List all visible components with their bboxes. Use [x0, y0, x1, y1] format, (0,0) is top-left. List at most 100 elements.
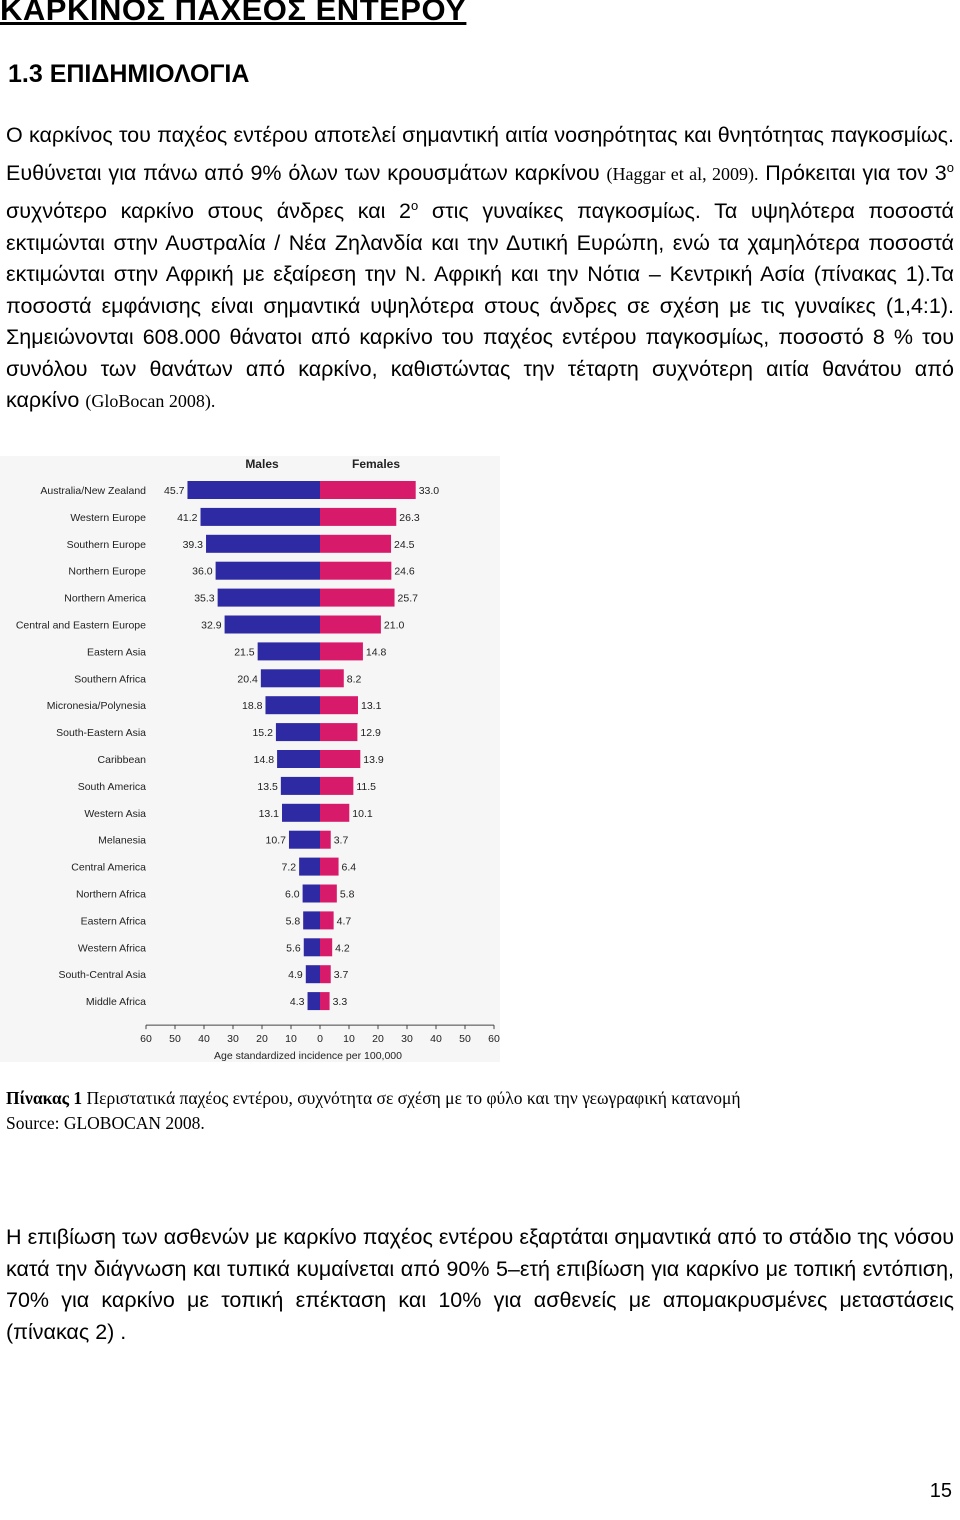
data-label-females: 24.6: [394, 566, 415, 578]
data-label-males: 5.8: [286, 915, 301, 927]
paragraph-text: Πρόκειται για τον 3: [758, 160, 947, 185]
data-label-females: 14.8: [366, 646, 387, 658]
data-label-females: 5.8: [340, 889, 355, 901]
bar-males: [288, 830, 320, 849]
x-tick-label: 40: [430, 1033, 442, 1045]
x-tick-label: 0: [317, 1033, 323, 1045]
data-label-females: 11.5: [356, 781, 376, 793]
bar-males: [282, 803, 320, 822]
bar-males: [307, 992, 320, 1011]
category-label: Western Africa: [78, 942, 146, 954]
x-axis-title: Age standardized incidence per 100,000: [214, 1050, 402, 1062]
bar-males: [187, 481, 320, 499]
category-label: Northern Europe: [68, 566, 146, 578]
category-label: Eastern Africa: [81, 915, 147, 927]
bar-females: [320, 642, 363, 661]
data-label-females: 3.7: [334, 969, 349, 981]
paragraph-text: Ο καρκίνος του παχέος εντέρου αποτελεί σ…: [6, 123, 954, 185]
category-label: Eastern Asia: [87, 646, 146, 658]
data-label-males: 39.3: [183, 539, 204, 551]
category-label: Melanesia: [98, 835, 146, 847]
bar-males: [303, 911, 320, 930]
category-label: South America: [78, 781, 146, 793]
data-label-females: 4.7: [337, 915, 352, 927]
page-number: 15: [929, 1480, 952, 1502]
data-label-females: 3.7: [334, 835, 349, 847]
citation: (Haggar et al, 2009).: [606, 163, 759, 184]
bar-males: [299, 857, 320, 876]
x-tick-label: 20: [372, 1033, 384, 1045]
category-label: Central America: [71, 862, 146, 874]
data-label-males: 32.9: [201, 620, 222, 632]
bar-males: [275, 723, 320, 742]
x-tick-label: 60: [140, 1033, 152, 1045]
data-label-females: 13.1: [361, 700, 382, 712]
x-tick-label: 50: [459, 1033, 471, 1045]
chapter-heading: ΚΑΡΚΙΝΟΣ ΠΑΧΕΟΣ ΕΝΤΕΡΟΥ: [0, 0, 467, 27]
x-tick-label: 10: [285, 1033, 297, 1045]
category-label: Australia/New Zealand: [40, 485, 146, 497]
ordinal-superscript: ο: [410, 198, 419, 214]
data-label-males: 45.7: [164, 485, 185, 497]
category-label: Middle Africa: [86, 996, 146, 1008]
bar-females: [320, 938, 333, 957]
survival-paragraph: Η επιβίωση των ασθενών με καρκίνο παχέος…: [6, 1225, 954, 1344]
bar-females: [320, 884, 337, 903]
bar-females: [320, 723, 358, 742]
bar-males: [302, 884, 320, 903]
x-tick-label: 50: [169, 1033, 181, 1045]
data-label-males: 6.0: [285, 889, 300, 901]
category-label: South-Central Asia: [58, 969, 146, 981]
bar-females: [320, 669, 344, 688]
bar-females: [320, 857, 339, 876]
data-label-females: 21.0: [384, 620, 405, 632]
bar-females: [320, 615, 381, 634]
data-label-males: 15.2: [252, 727, 273, 739]
data-label-females: 13.9: [363, 754, 384, 766]
x-tick-label: 10: [343, 1033, 355, 1045]
bar-females: [320, 965, 331, 984]
bar-males: [200, 507, 320, 526]
data-label-females: 24.5: [394, 539, 415, 551]
bar-females: [320, 750, 361, 768]
data-label-females: 33.0: [419, 485, 440, 497]
epidemiology-paragraph: Ο καρκίνος του παχέος εντέρου αποτελεί σ…: [6, 120, 954, 418]
bar-males: [215, 561, 320, 580]
bar-males: [265, 696, 320, 715]
bar-females: [320, 534, 392, 553]
data-label-males: 4.9: [288, 969, 303, 981]
bar-males: [206, 534, 320, 553]
category-label: Northern America: [64, 593, 146, 605]
bar-females: [320, 481, 416, 499]
bar-males: [260, 669, 320, 688]
bar-females: [320, 992, 330, 1011]
data-label-males: 21.5: [234, 646, 255, 658]
category-label: Caribbean: [98, 754, 147, 766]
bar-males: [217, 588, 320, 607]
ordinal-superscript: ο: [946, 159, 954, 175]
bar-females: [320, 561, 392, 580]
data-label-males: 14.8: [254, 754, 275, 766]
incidence-chart-svg: Males Females Australia/New Zealand 45.7 33.…: [0, 456, 500, 1062]
category-label: Southern Europe: [67, 539, 147, 551]
data-label-females: 8.2: [347, 673, 362, 685]
caption-text: Περιστατικά παχέος εντέρου, συχνότητα σε…: [82, 1088, 741, 1108]
data-label-females: 10.1: [352, 808, 373, 820]
data-label-males: 4.3: [290, 996, 305, 1008]
x-tick-label: 40: [198, 1033, 210, 1045]
category-label: Southern Africa: [74, 673, 146, 685]
data-label-females: 6.4: [342, 862, 357, 874]
category-label: Central and Eastern Europe: [16, 620, 146, 632]
bar-males: [303, 938, 320, 957]
bar-males: [257, 642, 320, 661]
data-label-males: 36.0: [192, 566, 213, 578]
bar-females: [320, 776, 354, 795]
bar-females: [320, 588, 395, 607]
data-label-males: 35.3: [194, 593, 215, 605]
section-heading: 1.3 ΕΠΙΔΗΜΙΟΛΟΓΙΑ: [8, 60, 250, 88]
bar-females: [320, 696, 358, 715]
series-label-females: Females: [352, 457, 400, 471]
data-label-males: 10.7: [266, 835, 287, 847]
data-label-males: 13.1: [259, 808, 280, 820]
data-label-females: 12.9: [360, 727, 381, 739]
